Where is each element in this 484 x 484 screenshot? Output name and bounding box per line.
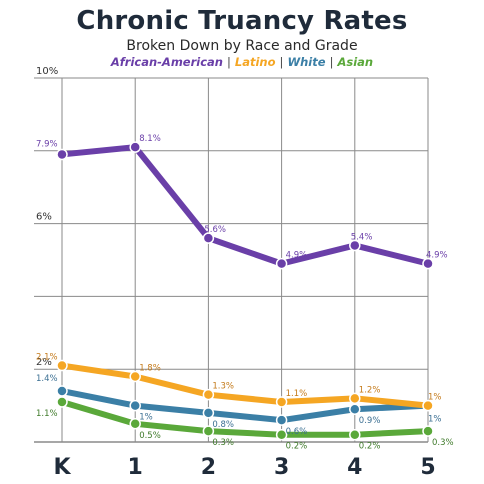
data-label-asian: 0.3% [432,438,454,448]
data-point-latino [56,359,68,372]
data-point-latino [422,399,434,412]
x-tick-label: K [53,455,71,480]
data-point-asian [56,396,68,408]
data-point-african-american [56,148,68,161]
legend: African-American | Latino | White | Asia… [0,55,484,69]
data-point-asian [275,428,288,441]
data-label-latino: 1.1% [286,389,308,399]
y-tick-label: 6% [36,212,52,223]
legend-white: White [287,55,326,69]
data-label-african-american: 7.9% [36,139,58,149]
data-point-african-american [202,232,215,244]
data-label-latino: 1.3% [212,382,234,392]
data-point-white [129,399,141,412]
data-label-white: 0.9% [359,416,381,426]
data-point-white [202,407,215,419]
data-label-white: 0.6% [286,427,308,437]
series-line-african-american [59,144,431,267]
data-label-african-american: 5.6% [204,225,226,235]
data-point-latino [349,392,361,405]
y-tick-label: 2% [36,357,52,368]
data-label-african-american: 8.1% [139,134,161,144]
data-label-asian: 0.2% [286,442,308,452]
data-label-african-american: 4.9% [426,251,448,261]
data-point-white [56,385,68,397]
data-point-african-american [129,141,141,153]
legend-latino: Latino [234,55,276,69]
data-label-white: 1% [139,413,153,423]
data-label-asian: 0.3% [212,438,234,448]
chart-subtitle: Broken Down by Race and Grade [126,38,358,54]
data-label-asian: 0.5% [139,431,161,441]
legend-separator: | [329,55,334,69]
legend-separator: | [227,55,231,69]
data-point-latino [275,396,288,408]
data-point-african-american [349,239,361,252]
y-tick-label: 10% [36,66,58,77]
data-label-african-american: 4.9% [286,251,308,261]
series-line-asian [59,398,431,438]
data-point-asian [422,425,434,437]
legend-african-american: African-American [110,55,223,69]
x-tick-label: 5 [420,455,435,480]
data-point-asian [349,428,361,441]
series-line-latino [59,362,431,409]
data-point-latino [129,370,141,383]
data-point-white [275,414,288,426]
data-label-white: 1% [428,415,442,425]
data-label-latino: 1.2% [359,385,381,395]
data-label-latino: 2.1% [36,353,58,363]
x-tick-label: 4 [347,455,362,480]
data-label-african-american: 5.4% [351,232,373,242]
legend-asian: Asian [337,55,374,69]
data-point-asian [202,425,215,437]
x-tick-label: 2 [201,455,216,480]
data-point-asian [129,418,141,430]
legend-separator: | [279,55,284,69]
x-tick-label: 1 [128,455,143,480]
data-point-latino [202,388,215,401]
data-point-african-american [422,257,434,270]
data-label-asian: 1.1% [36,409,58,419]
x-tick-label: 3 [274,455,289,480]
chart-title: Chronic Truancy Rates [76,6,408,36]
data-label-white: 0.8% [212,420,234,430]
data-label-white: 1.4% [36,374,58,384]
data-point-white [349,403,361,415]
data-label-latino: 1.8% [139,363,161,373]
data-point-african-american [275,257,288,270]
data-label-latino: 1% [428,393,442,403]
data-label-asian: 0.2% [359,442,381,452]
series-line-white [59,388,431,424]
